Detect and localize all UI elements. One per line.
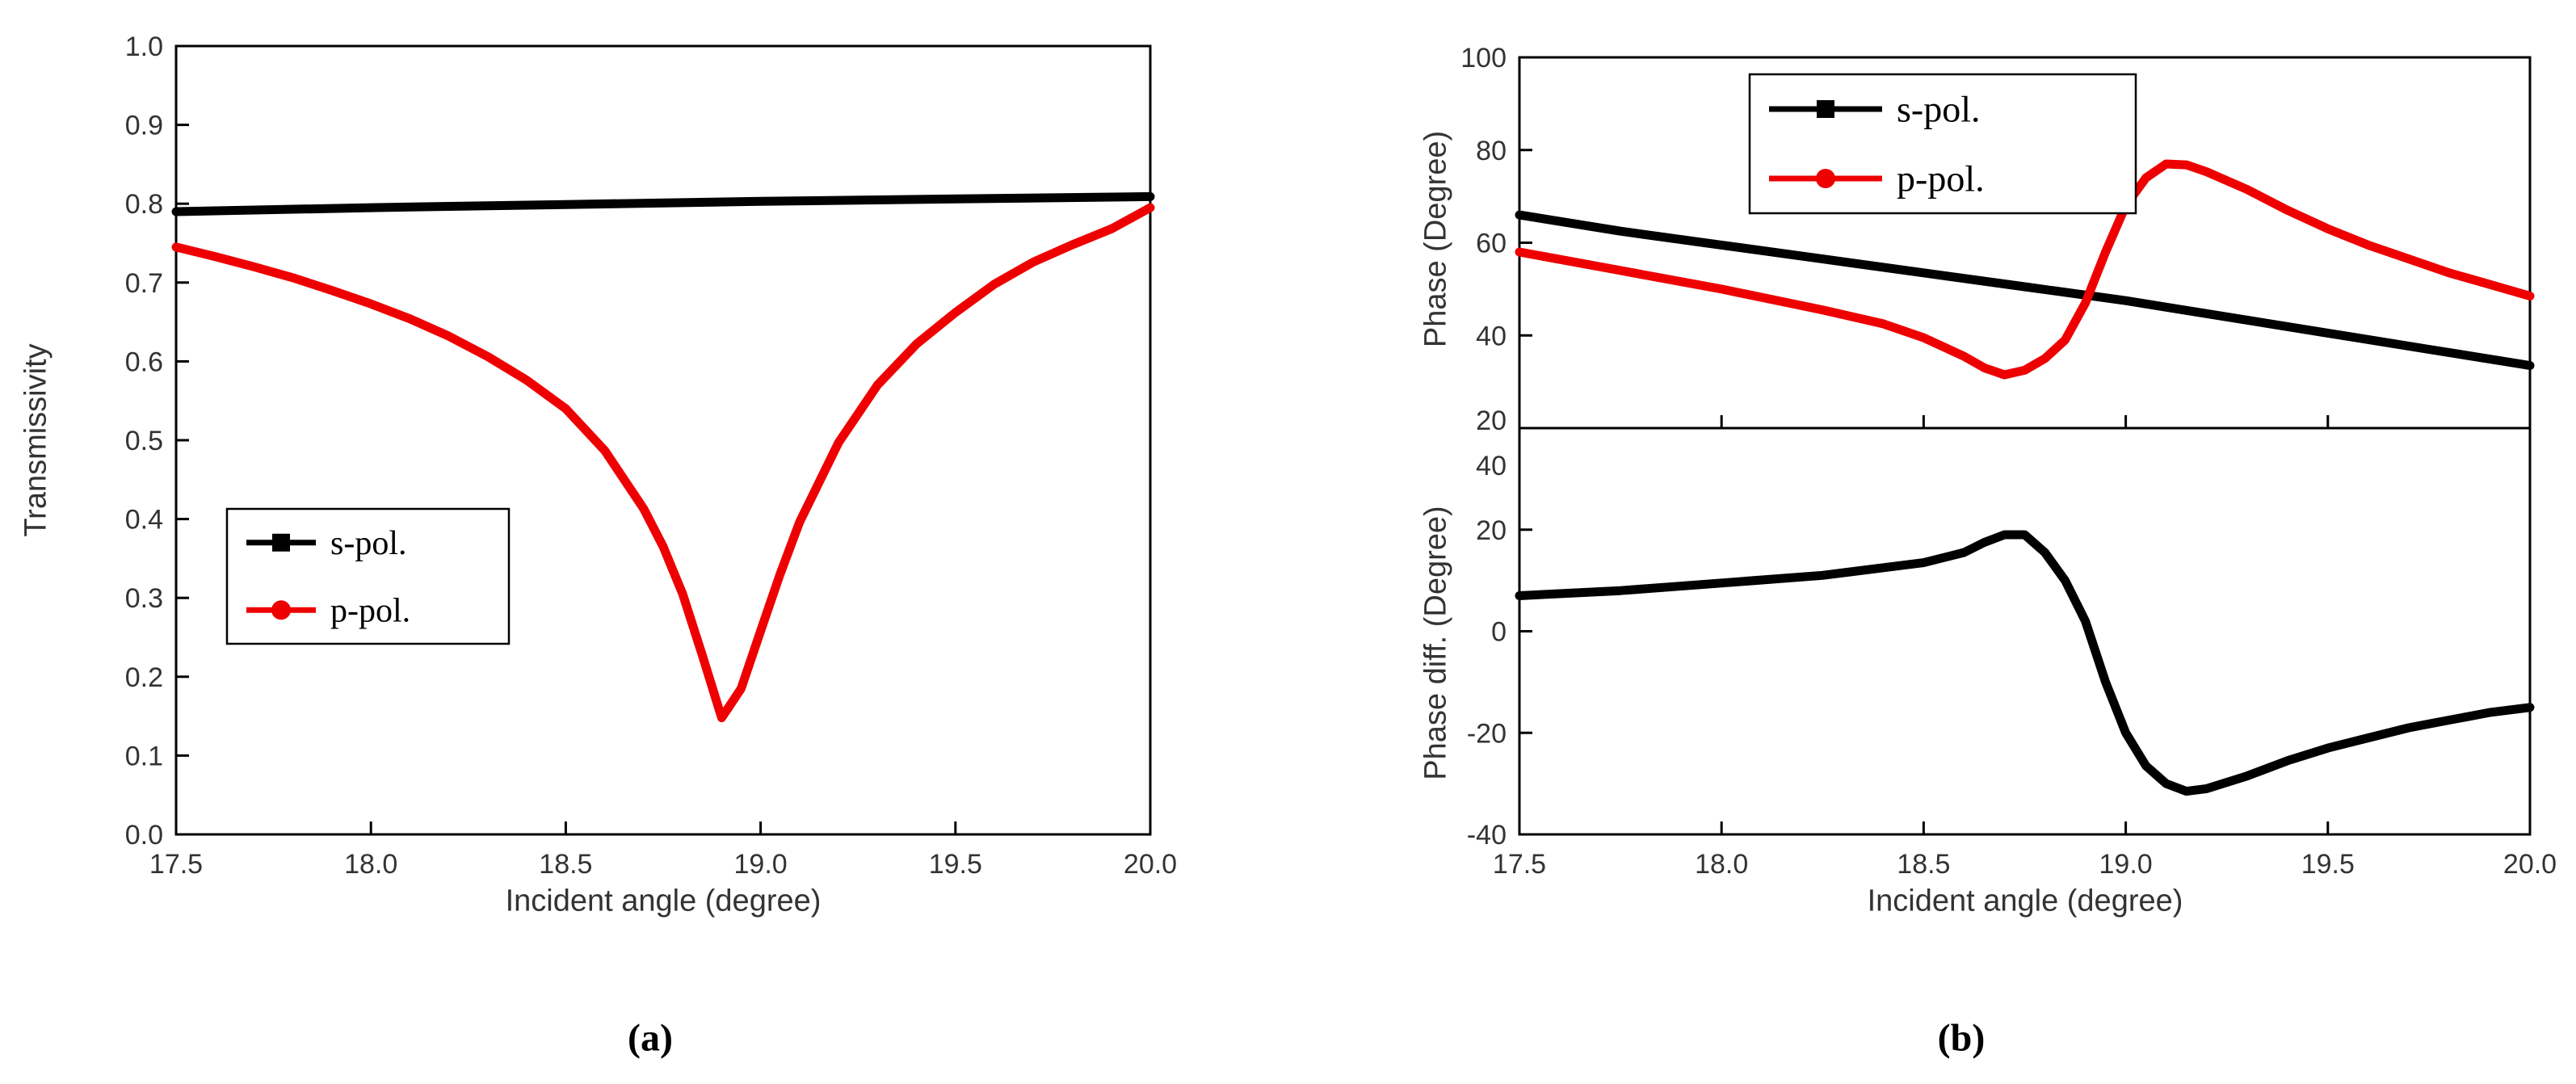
series-curve-s-pol-phase-vs-angle — [1515, 210, 2535, 370]
legend-circle-marker-icon — [1816, 169, 1835, 188]
legend-square-marker-icon — [272, 533, 290, 552]
x-tick-label: 18.0 — [1695, 849, 1748, 880]
series-curve-phase-difference-phase-diff-vs-angle — [1515, 530, 2535, 796]
y-tick-label: 0.3 — [125, 583, 163, 614]
y-tick-label: 0.4 — [125, 505, 163, 536]
x-tick-label: 18.0 — [344, 849, 397, 880]
x-tick-label: 20.0 — [2503, 849, 2557, 880]
y-tick-label: 0.2 — [125, 662, 163, 693]
y-tick-label: 0.6 — [125, 347, 163, 377]
y-tick-label: 60 — [1476, 229, 1507, 259]
y-tick-label: 20 — [1476, 405, 1507, 436]
y-tick-label: 100 — [1460, 43, 1507, 74]
y-tick-label: 0.9 — [125, 111, 163, 141]
x-tick-label: 19.0 — [2099, 849, 2153, 880]
y-tick-label: 20 — [1476, 515, 1507, 546]
x-tick-label: 19.5 — [929, 849, 982, 880]
y-tick-label: 0.8 — [125, 189, 163, 220]
y-tick-label: 40 — [1476, 451, 1507, 481]
plot-frame-phase-diff-vs-angle — [1518, 426, 2532, 836]
panel-b-caption: (b) — [1937, 1016, 1986, 1060]
legend-circle-marker-icon — [271, 600, 291, 620]
y-tick-label: -20 — [1467, 718, 1507, 749]
panel-b-phase-axis-title: Phase (Degree) — [1418, 130, 1453, 348]
legend-label-s-pol: s-pol. — [1897, 89, 1981, 130]
panel-a-caption: (a) — [628, 1016, 673, 1060]
panel-a-y-axis-title: Transmissivity — [19, 343, 53, 537]
x-tick-label: 18.5 — [539, 849, 592, 880]
x-tick-label: 17.5 — [1493, 849, 1546, 880]
series-curve-p-pol-phase-vs-angle — [1515, 159, 2535, 380]
legend-label-p-pol: p-pol. — [330, 593, 410, 630]
y-tick-label: 0.1 — [125, 741, 163, 771]
y-tick-label: 0.7 — [125, 268, 163, 299]
y-tick-label: 1.0 — [125, 32, 163, 62]
series-curve-s-pol-transmissivity-vs-angle — [171, 191, 1155, 216]
x-tick-label: 20.0 — [1124, 849, 1177, 880]
y-tick-label: 0 — [1491, 617, 1507, 648]
series-curve-p-pol-transmissivity-vs-angle — [171, 203, 1155, 723]
x-tick-label: 18.5 — [1897, 849, 1950, 880]
y-tick-label: 0.0 — [125, 820, 163, 851]
x-tick-label: 17.5 — [149, 849, 203, 880]
plot-frame-transmissivity-vs-angle — [174, 44, 1152, 836]
panel-a-x-axis-title: Incident angle (degree) — [505, 884, 822, 918]
panel-b-phase-diff-axis-title: Phase diff. (Degree) — [1418, 506, 1453, 780]
legend-box-phase-vs-angle — [1748, 73, 2137, 215]
legend-label-s-pol: s-pol. — [330, 525, 407, 562]
y-tick-label: -40 — [1467, 820, 1507, 851]
panel-b-x-axis-title: Incident angle (degree) — [1867, 884, 2183, 918]
y-tick-label: 80 — [1476, 136, 1507, 166]
legend-label-p-pol: p-pol. — [1897, 158, 1985, 200]
y-tick-label: 0.5 — [125, 426, 163, 456]
legend-square-marker-icon — [1817, 100, 1834, 118]
x-tick-label: 19.0 — [734, 849, 788, 880]
legend-box-transmissivity-vs-angle — [225, 507, 511, 645]
y-tick-label: 40 — [1476, 321, 1507, 351]
x-tick-label: 19.5 — [2301, 849, 2355, 880]
